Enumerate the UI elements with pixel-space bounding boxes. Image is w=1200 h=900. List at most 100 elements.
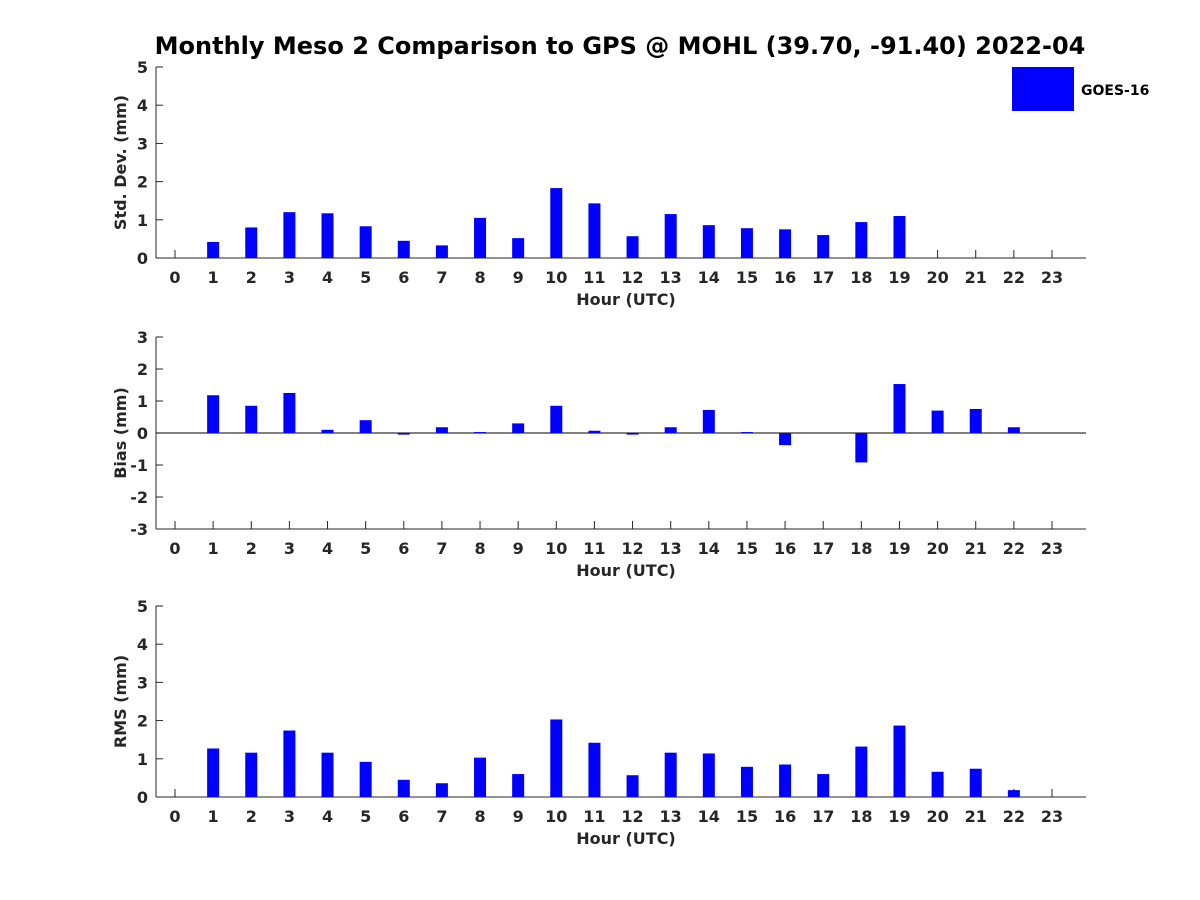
y-tick-label: 2 xyxy=(137,360,148,379)
bar-hour-6 xyxy=(397,779,410,797)
bar-hour-17 xyxy=(817,235,830,258)
y-tick-label: 1 xyxy=(137,392,148,411)
x-tick-label: 13 xyxy=(660,268,682,287)
bar-hour-20 xyxy=(931,771,944,797)
x-tick-label: 21 xyxy=(965,807,987,826)
bar-hour-15 xyxy=(740,766,753,797)
y-tick-label: 5 xyxy=(137,58,148,77)
x-tick-label: 12 xyxy=(621,268,643,287)
x-tick-label: 11 xyxy=(583,539,605,558)
bar-hour-3 xyxy=(283,393,296,433)
bar-hour-19 xyxy=(893,725,906,797)
x-tick-label: 23 xyxy=(1041,268,1063,287)
bar-hour-18 xyxy=(855,433,868,463)
bar-hour-11 xyxy=(588,430,601,433)
x-axis-label: Hour (UTC) xyxy=(576,561,676,580)
bar-hour-22 xyxy=(1007,427,1020,433)
bar-hour-18 xyxy=(855,222,868,258)
x-tick-label: 2 xyxy=(246,807,257,826)
x-tick-label: 7 xyxy=(436,268,447,287)
bar-hour-4 xyxy=(321,213,334,258)
x-tick-label: 18 xyxy=(850,807,872,826)
y-tick-label: 3 xyxy=(137,134,148,153)
y-tick-label: 5 xyxy=(137,597,148,616)
bar-hour-3 xyxy=(283,212,296,258)
bar-hour-7 xyxy=(435,245,448,258)
y-tick-label: -1 xyxy=(130,456,148,475)
x-tick-label: 5 xyxy=(360,539,371,558)
bar-hour-13 xyxy=(664,427,677,433)
x-tick-label: 12 xyxy=(621,807,643,826)
x-tick-label: 10 xyxy=(545,539,567,558)
x-tick-label: 19 xyxy=(888,539,910,558)
bar-hour-2 xyxy=(245,405,258,433)
x-tick-label: 0 xyxy=(169,539,180,558)
x-tick-label: 15 xyxy=(736,539,758,558)
bar-hour-3 xyxy=(283,730,296,797)
x-tick-label: 6 xyxy=(398,268,409,287)
x-tick-label: 20 xyxy=(926,807,948,826)
x-tick-label: 11 xyxy=(583,807,605,826)
bar-hour-7 xyxy=(435,783,448,797)
legend: GOES-16 xyxy=(1012,67,1149,111)
x-tick-label: 23 xyxy=(1041,807,1063,826)
bar-hour-17 xyxy=(817,774,830,797)
x-tick-label: 16 xyxy=(774,807,796,826)
x-tick-label: 6 xyxy=(398,539,409,558)
bar-hour-8 xyxy=(474,757,487,797)
y-tick-label: 4 xyxy=(137,635,148,654)
x-tick-label: 8 xyxy=(474,268,485,287)
x-tick-label: 17 xyxy=(812,539,834,558)
x-tick-label: 22 xyxy=(1003,807,1025,826)
x-axis-label: Hour (UTC) xyxy=(576,829,676,848)
y-tick-label: 2 xyxy=(137,712,148,731)
x-tick-label: 1 xyxy=(208,539,219,558)
x-tick-label: 10 xyxy=(545,807,567,826)
bar-hour-5 xyxy=(359,761,372,797)
bar-hour-12 xyxy=(626,433,639,435)
x-tick-label: 4 xyxy=(322,539,333,558)
legend-swatch xyxy=(1012,67,1074,111)
bar-hour-13 xyxy=(664,214,677,258)
x-tick-label: 6 xyxy=(398,807,409,826)
x-tick-label: 7 xyxy=(436,807,447,826)
x-tick-label: 3 xyxy=(284,539,295,558)
x-tick-label: 0 xyxy=(169,807,180,826)
y-tick-label: 2 xyxy=(137,173,148,192)
bar-hour-2 xyxy=(245,227,258,258)
y-tick-label: -2 xyxy=(130,488,148,507)
x-tick-label: 21 xyxy=(965,268,987,287)
x-tick-label: 20 xyxy=(926,539,948,558)
bar-hour-16 xyxy=(779,433,792,446)
x-tick-label: 4 xyxy=(322,807,333,826)
bar-hour-10 xyxy=(550,188,563,258)
bar-hour-11 xyxy=(588,203,601,258)
x-tick-label: 1 xyxy=(208,807,219,826)
bar-hour-1 xyxy=(207,241,220,258)
x-tick-label: 1 xyxy=(208,268,219,287)
bar-hour-6 xyxy=(397,433,410,435)
bar-hour-1 xyxy=(207,748,220,797)
x-tick-label: 13 xyxy=(660,807,682,826)
legend-label: GOES-16 xyxy=(1081,83,1149,99)
bar-hour-22 xyxy=(1007,790,1020,797)
bar-hour-9 xyxy=(512,238,525,258)
bar-hour-5 xyxy=(359,420,372,433)
x-tick-label: 16 xyxy=(774,539,796,558)
x-tick-label: 12 xyxy=(621,539,643,558)
bar-hour-13 xyxy=(664,752,677,797)
x-tick-label: 3 xyxy=(284,807,295,826)
x-tick-label: 20 xyxy=(926,268,948,287)
bar-hour-10 xyxy=(550,719,563,797)
x-tick-label: 15 xyxy=(736,807,758,826)
bar-hour-14 xyxy=(702,409,715,433)
x-tick-label: 14 xyxy=(698,268,720,287)
x-tick-label: 19 xyxy=(888,268,910,287)
x-tick-label: 9 xyxy=(513,539,524,558)
x-tick-label: 2 xyxy=(246,539,257,558)
x-tick-label: 22 xyxy=(1003,268,1025,287)
x-axis-label: Hour (UTC) xyxy=(576,290,676,309)
